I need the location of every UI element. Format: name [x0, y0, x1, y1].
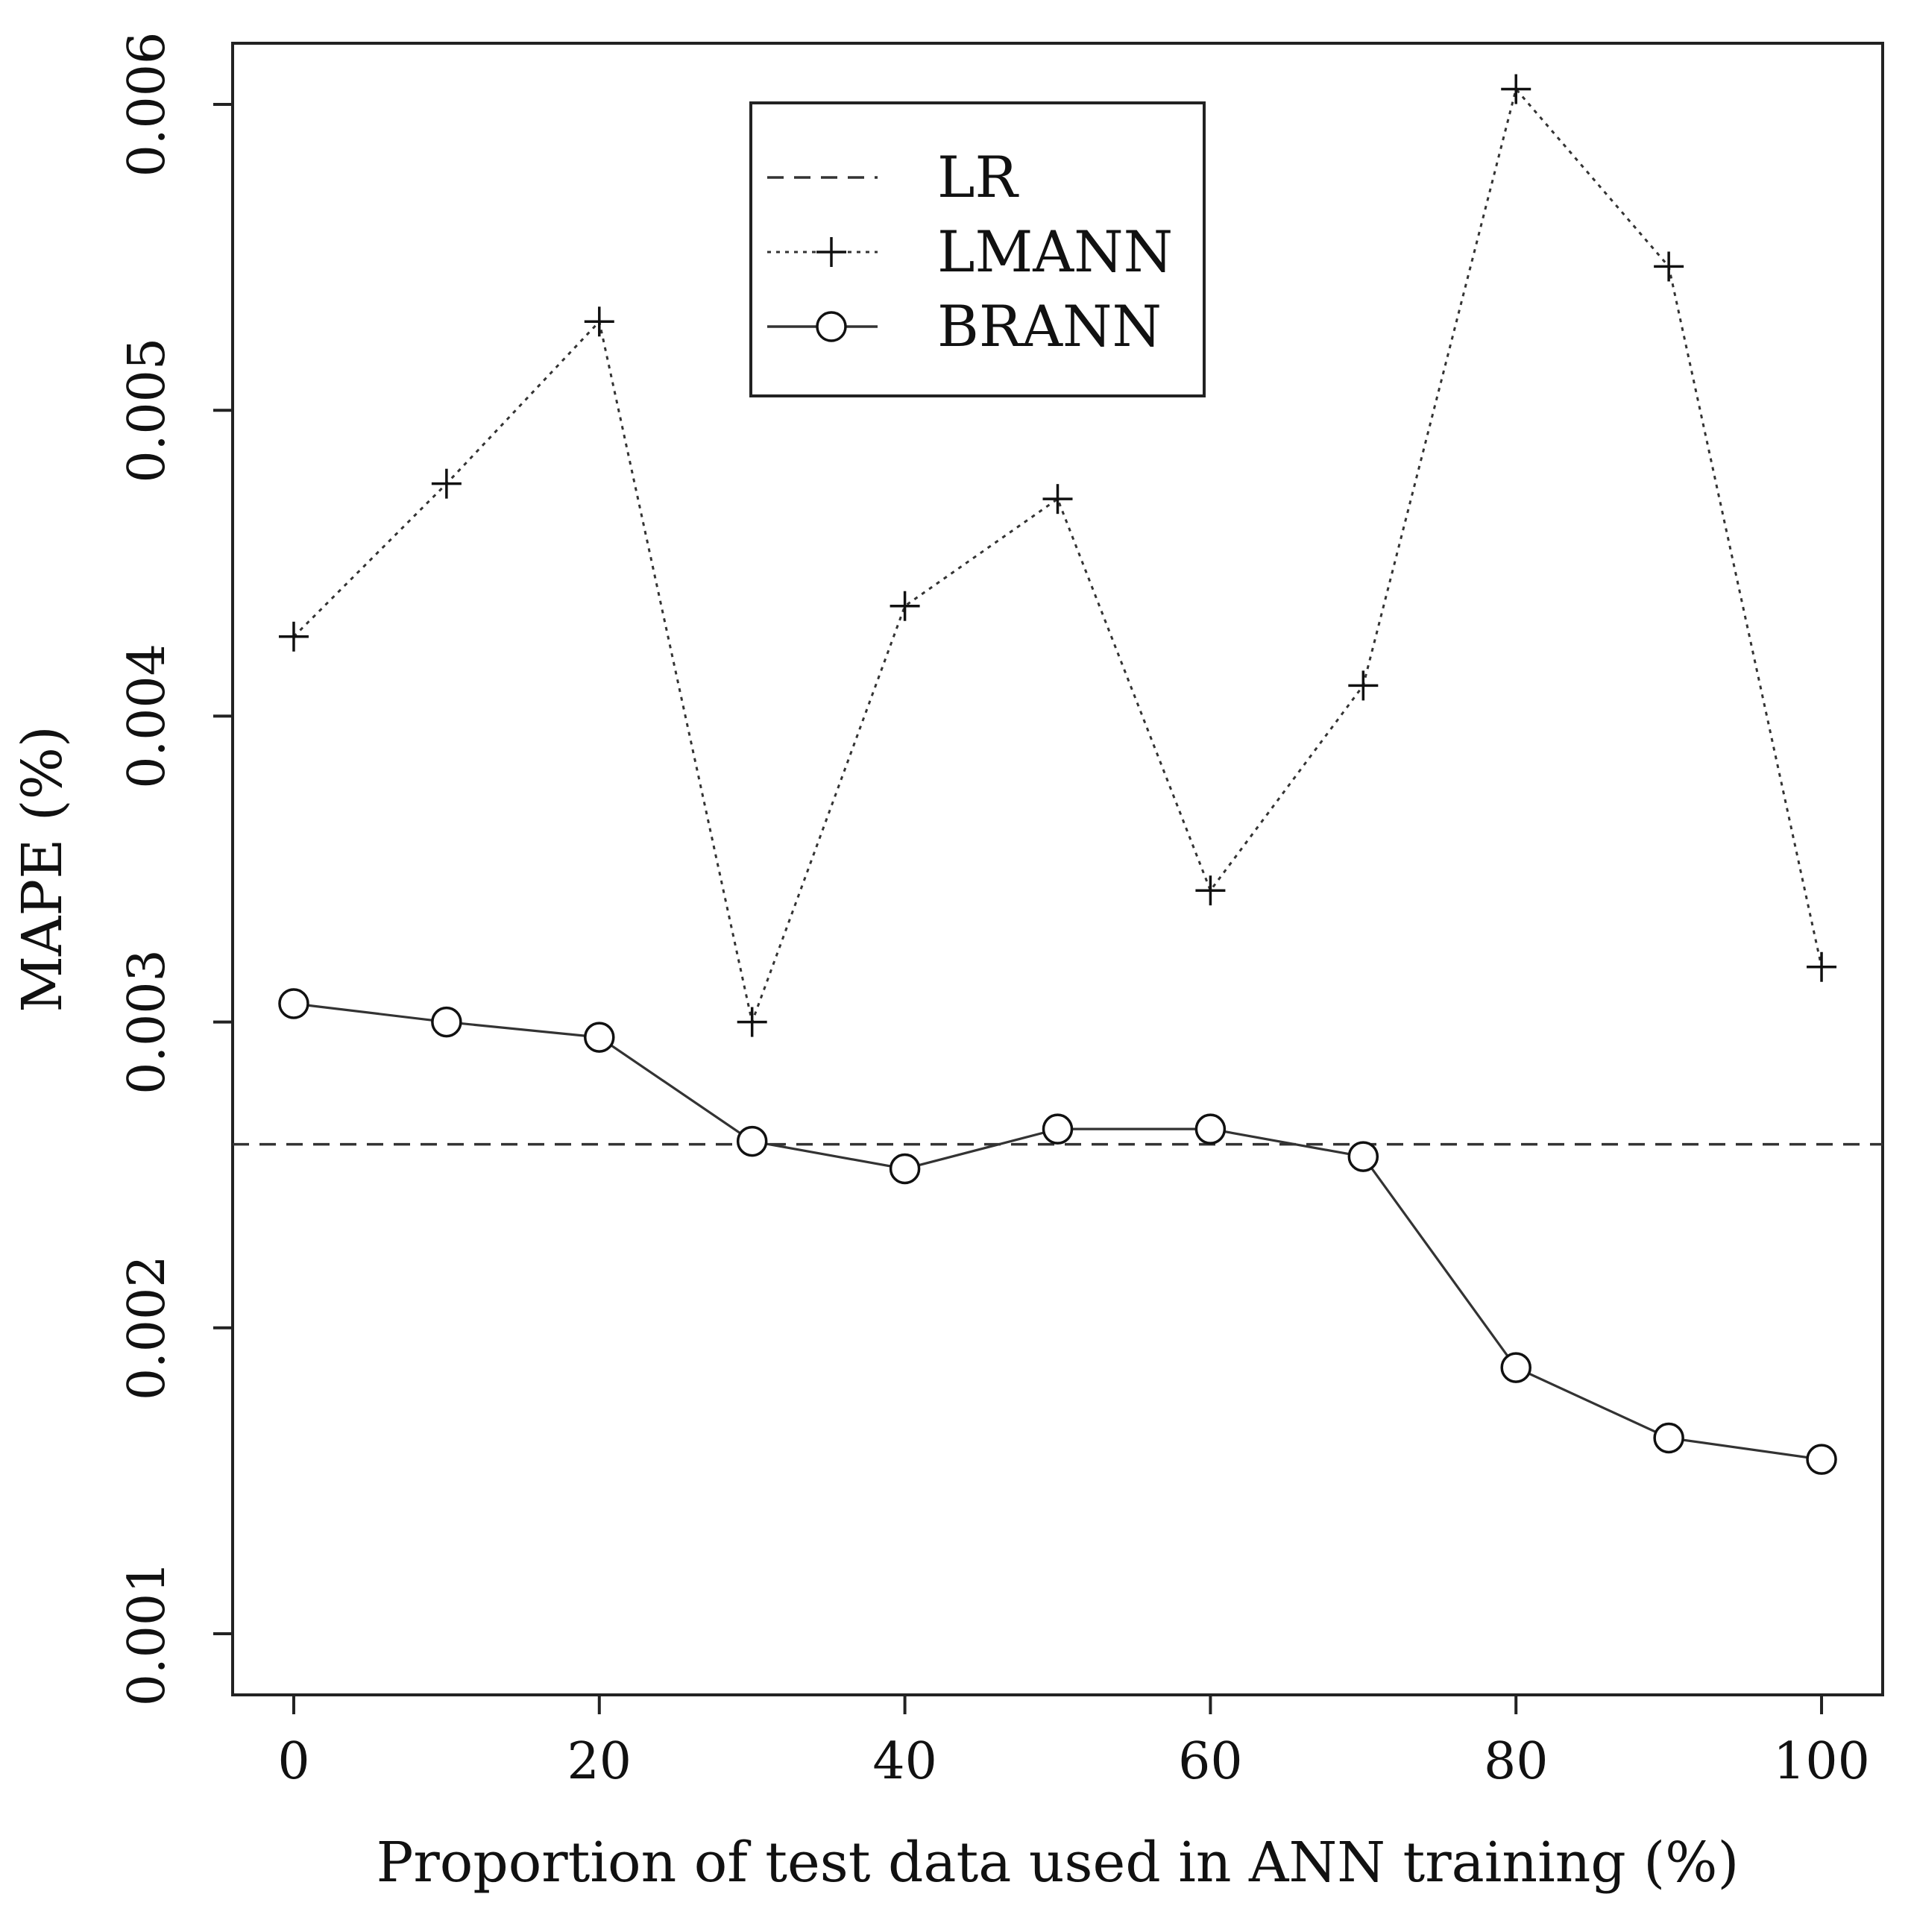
- legend-label-lr: LR: [937, 144, 1019, 210]
- brann-point: [1194, 1113, 1227, 1145]
- lmann-point: [1501, 74, 1531, 104]
- x-tick-label: 40: [872, 1732, 937, 1791]
- y-tick-label: 0.005: [118, 338, 177, 483]
- lmann-point: [737, 1007, 767, 1037]
- x-tick-label: 0: [277, 1732, 309, 1791]
- x-tick-label: 20: [567, 1732, 632, 1791]
- y-tick-label: 0.001: [118, 1561, 177, 1707]
- y-tick-label: 0.002: [118, 1255, 177, 1400]
- y-tick-label: 0.006: [118, 32, 177, 177]
- brann-point: [1653, 1422, 1684, 1454]
- legend-marker-brann: [816, 311, 847, 342]
- lmann-point: [584, 306, 614, 337]
- brann-point: [1042, 1113, 1074, 1145]
- legend-label-lmann: LMANN: [937, 218, 1173, 285]
- legend-label-brann: BRANN: [937, 293, 1162, 359]
- lmann-point: [1654, 251, 1684, 282]
- x-tick-label: 100: [1773, 1732, 1870, 1791]
- brann-point: [736, 1125, 768, 1157]
- lmann-point: [1348, 670, 1379, 701]
- lmann-point: [1807, 951, 1837, 982]
- lmann-point: [890, 591, 920, 621]
- x-axis-title: Proportion of test data used in ANN trai…: [377, 1831, 1740, 1895]
- lmann-point: [1042, 484, 1073, 515]
- brann-point: [431, 1006, 462, 1038]
- lmann-point: [431, 468, 462, 499]
- legend-box: [749, 101, 1206, 397]
- y-axis-title: MAPE (%): [10, 726, 75, 1013]
- lmann-point: [1195, 875, 1226, 906]
- y-tick-label: 0.004: [118, 644, 177, 789]
- lmann-point: [278, 621, 309, 652]
- brann-point: [1500, 1352, 1531, 1383]
- brann-point: [1347, 1141, 1379, 1172]
- brann-point: [1806, 1444, 1837, 1475]
- brann-point: [278, 988, 309, 1019]
- brann-point: [584, 1022, 615, 1053]
- x-tick-label: 80: [1484, 1732, 1549, 1791]
- brann-point: [889, 1153, 921, 1185]
- x-tick-label: 60: [1178, 1732, 1243, 1791]
- y-tick-label: 0.003: [118, 949, 177, 1095]
